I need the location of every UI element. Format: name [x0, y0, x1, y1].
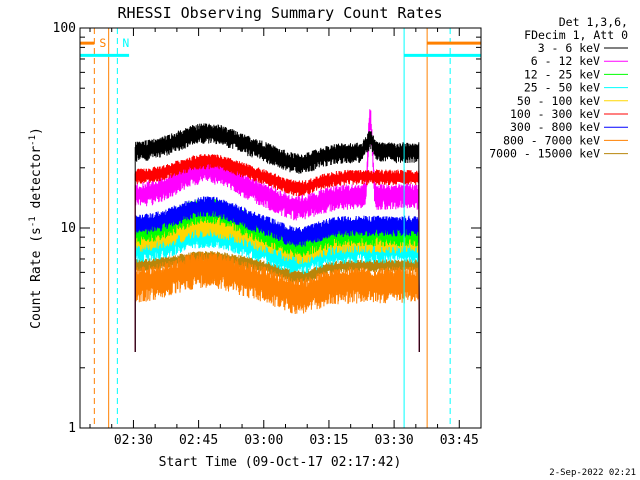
legend-header-line2: FDecim 1, Att 0 — [524, 28, 628, 42]
legend-label-5: 100 - 300 keV — [510, 107, 600, 121]
series-layer — [134, 109, 420, 353]
series-line-0 — [134, 123, 420, 353]
legend-header-line1: Det 1,3,6, — [559, 15, 628, 29]
legend-label-4: 50 - 100 keV — [517, 94, 600, 108]
x-axis-label: Start Time (09-Oct-17 02:17:42) — [159, 455, 402, 470]
y-tick-label-0: 1 — [68, 421, 76, 436]
event-label-1: N — [122, 36, 129, 50]
series-line-7 — [134, 251, 420, 353]
series-line-6 — [134, 196, 420, 353]
legend-label-7: 800 - 7000 keV — [503, 133, 600, 147]
y-label-sup1: -1 — [28, 216, 38, 227]
y-label-mid: detector — [29, 146, 44, 217]
legend-label-0: 3 - 6 keV — [538, 41, 600, 55]
legend-label-1: 6 - 12 keV — [531, 54, 600, 68]
x-tick-label-4: 03:30 — [375, 433, 414, 448]
chart-title: RHESSI Observing Summary Count Rates — [117, 4, 442, 22]
legend-label-6: 300 - 800 keV — [510, 120, 600, 134]
y-label-end: ) — [29, 127, 44, 135]
y-tick-label-2: 100 — [53, 21, 76, 36]
x-tick-label-5: 03:45 — [440, 433, 479, 448]
x-tick-label-3: 03:15 — [309, 433, 348, 448]
y-tick-label-1: 10 — [60, 221, 76, 236]
y-axis-label: Count Rate (s-1 detector-1) — [28, 127, 44, 329]
y-axis: 1 10 100 — [53, 21, 481, 436]
x-tick-label-2: 03:00 — [244, 433, 283, 448]
legend-label-8: 7000 - 15000 keV — [489, 147, 600, 161]
legend-label-3: 25 - 50 keV — [524, 81, 600, 95]
event-label-0: S — [99, 36, 106, 50]
y-label-main: Count Rate (s — [29, 227, 44, 329]
series-line-5 — [134, 154, 420, 353]
y-label-sup2: -1 — [28, 135, 38, 146]
x-axis: 02:30 02:45 03:00 03:15 03:30 03:45 — [89, 28, 482, 448]
x-tick-label-0: 02:30 — [114, 433, 153, 448]
footer-date: 2-Sep-2022 02:21 — [549, 468, 636, 478]
legend-label-2: 12 - 25 keV — [524, 67, 600, 81]
x-tick-label-1: 02:45 — [179, 433, 218, 448]
series-line-1 — [134, 109, 420, 353]
